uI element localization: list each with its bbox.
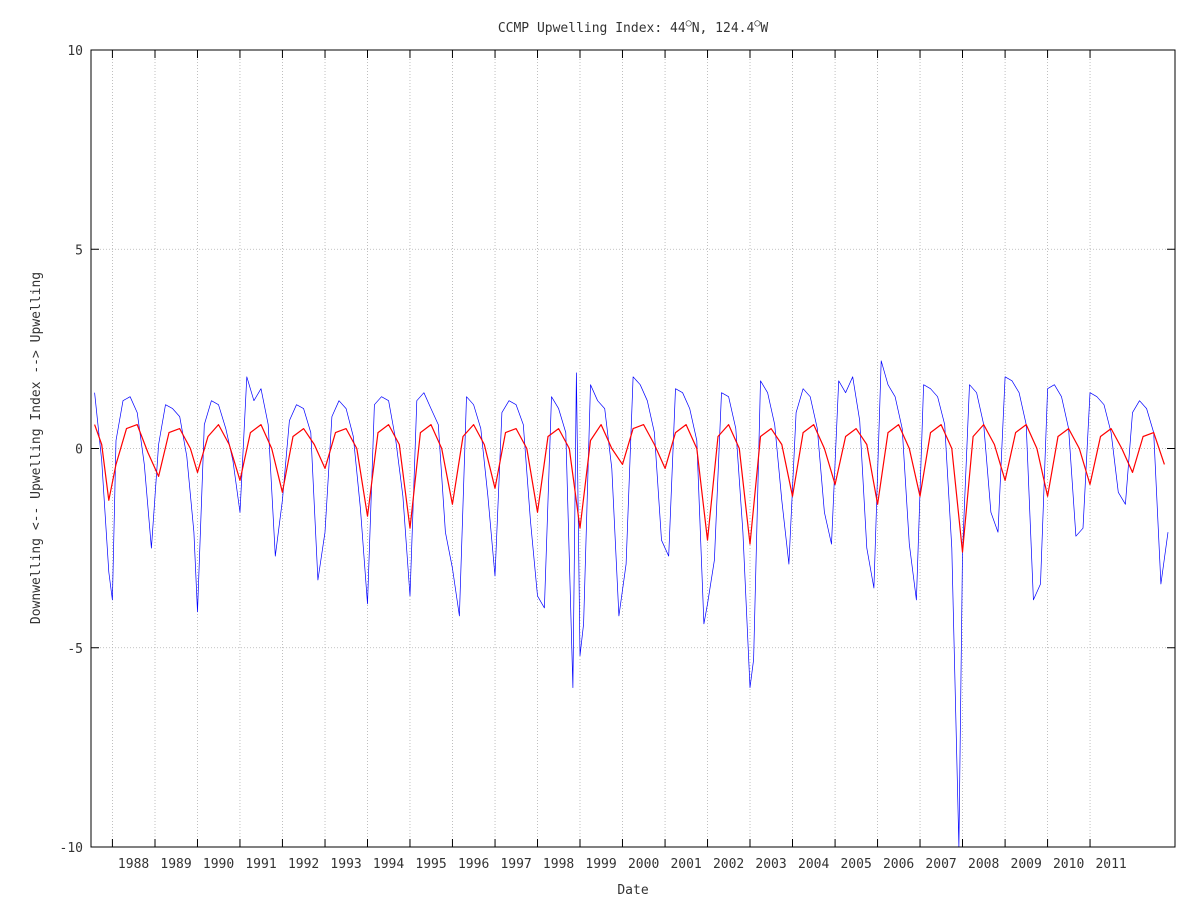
x-tick-label: 1988 bbox=[118, 857, 149, 872]
title-degree-lat: ○ bbox=[686, 18, 692, 29]
x-tick-label: 1996 bbox=[458, 857, 489, 872]
y-tick-label: -10 bbox=[60, 841, 83, 856]
x-tick-label: 2003 bbox=[755, 857, 786, 872]
y-tick-label: 5 bbox=[75, 243, 83, 258]
x-tick-label: 1992 bbox=[288, 857, 319, 872]
x-tick-label: 1993 bbox=[330, 857, 361, 872]
x-tick-label: 1990 bbox=[203, 857, 234, 872]
series-line-smoothed bbox=[94, 424, 1165, 553]
chart-title: CCMP Upwelling Index: 44○N, 124.4○W bbox=[498, 18, 769, 36]
x-tick-label: 2010 bbox=[1053, 857, 1084, 872]
x-tick-label: 2006 bbox=[883, 857, 914, 872]
x-tick-label: 1995 bbox=[415, 857, 446, 872]
x-tick-label: 2007 bbox=[925, 857, 956, 872]
title-main: CCMP Upwelling Index: 44 bbox=[498, 21, 686, 36]
x-tick-label: 2009 bbox=[1011, 857, 1042, 872]
grid bbox=[91, 50, 1175, 847]
x-axis-title: Date bbox=[617, 883, 648, 898]
x-tick-label: 1999 bbox=[585, 857, 616, 872]
title-lon-unit: W bbox=[760, 21, 768, 36]
x-tick-label: 2002 bbox=[713, 857, 744, 872]
x-tick-label: 2011 bbox=[1095, 857, 1126, 872]
x-tick-label: 1994 bbox=[373, 857, 404, 872]
y-tick-label: 10 bbox=[67, 44, 83, 59]
x-tick-label: 1998 bbox=[543, 857, 574, 872]
x-tick-label: 2004 bbox=[798, 857, 829, 872]
y-tick-label: -5 bbox=[67, 642, 83, 657]
x-tick-label: 2001 bbox=[670, 857, 701, 872]
y-tick-label: 0 bbox=[75, 443, 83, 458]
series-layer bbox=[94, 360, 1169, 848]
x-tick-label: 2000 bbox=[628, 857, 659, 872]
ticks bbox=[91, 49, 1175, 848]
y-axis-title: Downwelling <-- Upwelling Index --> Upwe… bbox=[29, 272, 44, 624]
x-tick-label: 1991 bbox=[245, 857, 276, 872]
x-tick-label: 1997 bbox=[500, 857, 531, 872]
x-tick-label: 2008 bbox=[968, 857, 999, 872]
x-tick-label: 1989 bbox=[160, 857, 191, 872]
x-tick-label: 2005 bbox=[840, 857, 871, 872]
title-lat-unit: N, 124.4 bbox=[692, 21, 755, 36]
labels: -10 -5 0 5 10 1988 1989 1990 1991 1992 1993 1994 199… bbox=[60, 44, 1127, 872]
title-degree-lon: ○ bbox=[754, 18, 760, 29]
